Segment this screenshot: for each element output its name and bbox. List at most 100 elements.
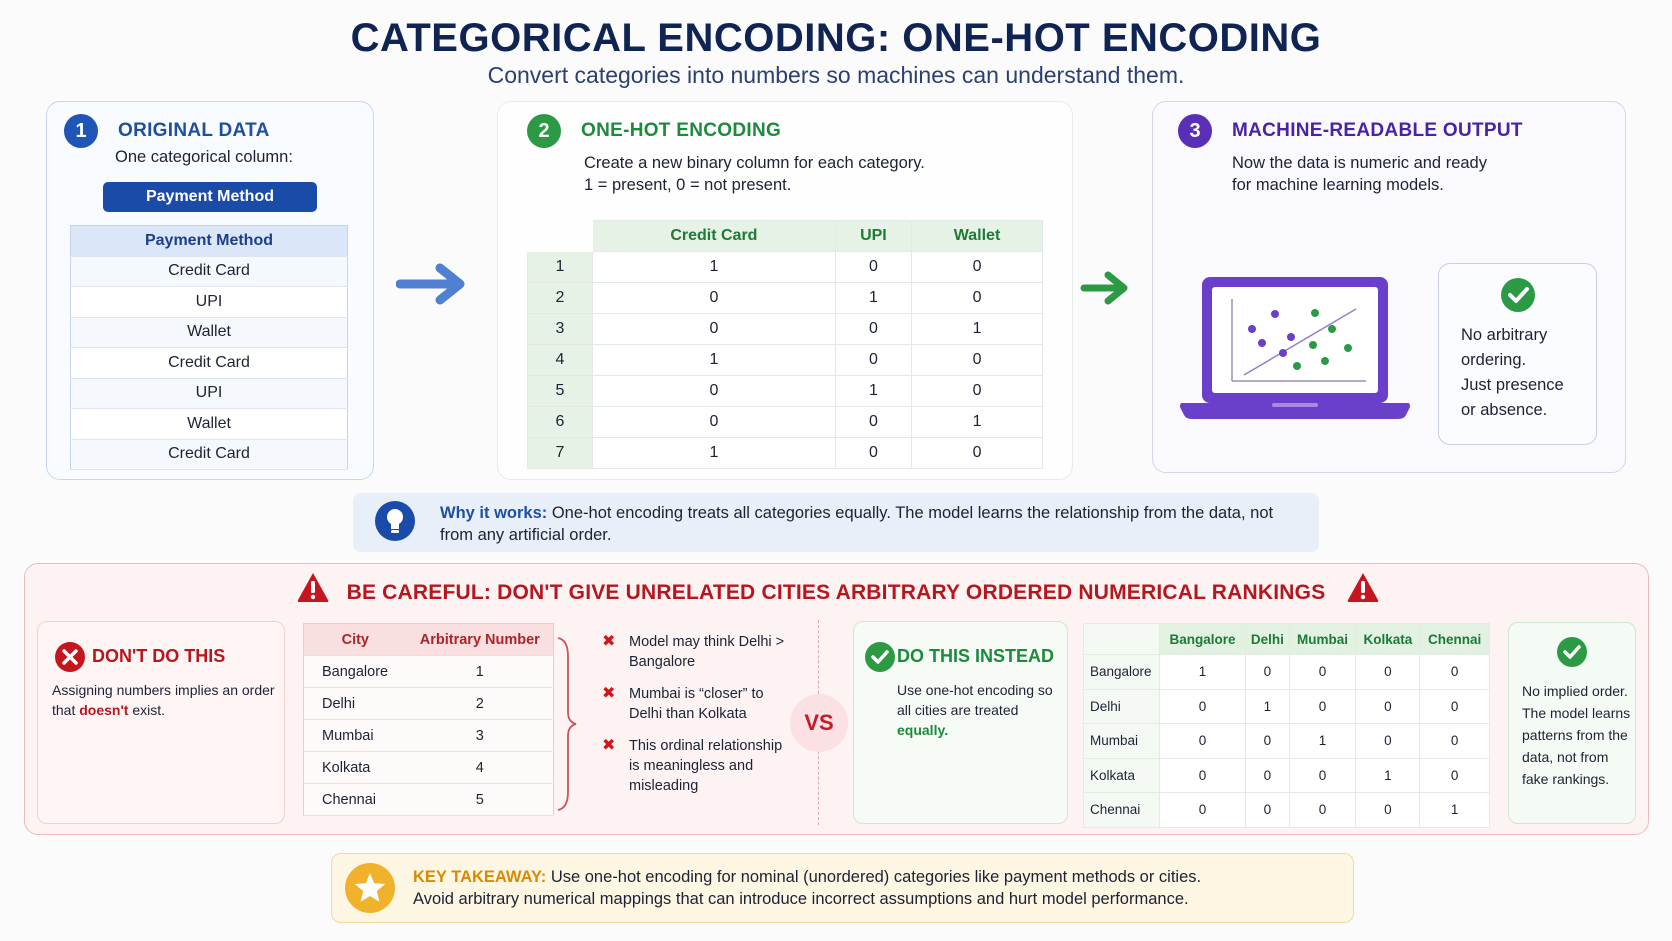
table-row: Wallet (70, 317, 348, 348)
row-index: 7 (527, 437, 593, 469)
encoded-cell: 0 (1355, 792, 1421, 828)
encoded-cell: 0 (592, 282, 836, 314)
city-header: City (303, 623, 407, 656)
column-header: Chennai (1419, 623, 1490, 655)
table-row: Kolkata 0 0 0 1 0 (1083, 757, 1490, 793)
table-row: UPI (70, 378, 348, 409)
row-index: 3 (527, 313, 593, 345)
card-line: or absence. (1461, 401, 1548, 419)
column-header: UPI (834, 220, 913, 252)
encoded-cell: 0 (1288, 757, 1357, 793)
encoded-cell: 1 (592, 344, 836, 376)
check-circle-icon (1501, 278, 1535, 312)
payment-method-badge: Payment Method (103, 182, 317, 212)
dont-text-emphasis: doesn't (79, 702, 129, 718)
payment-method-cell: Credit Card (70, 256, 348, 287)
dont-text-part: Assigning numbers implies an order that (52, 682, 275, 718)
encoded-cell: 0 (834, 344, 913, 376)
step-3-line-1: Now the data is numeric and ready (1232, 154, 1487, 172)
encoded-cell: 1 (1245, 688, 1290, 724)
arrow-right-icon (396, 263, 465, 305)
arbitrary-number-cell: 4 (406, 751, 554, 784)
table-row: Chennai 5 (303, 783, 554, 816)
list-item: ✖ This ordinal relationship is meaningles… (600, 736, 785, 796)
encoded-cell: 1 (1158, 654, 1247, 690)
row-index: 6 (527, 406, 593, 438)
page-title: CATEGORICAL ENCODING: ONE-HOT ENCODING (350, 16, 1322, 60)
payment-method-cell: UPI (70, 378, 348, 409)
encoded-cell: 0 (1245, 723, 1290, 759)
encoded-cell: 0 (1158, 688, 1247, 724)
payment-method-cell: Credit Card (70, 439, 348, 470)
table-row: Credit Card (70, 439, 348, 470)
table-row: Delhi 0 1 0 0 0 (1083, 688, 1490, 724)
encoded-cell: 1 (1419, 792, 1490, 828)
dont-text-part: exist. (128, 702, 166, 718)
row-index: 4 (527, 344, 593, 376)
bullet-text: Model may think Delhi > Bangalore (629, 634, 785, 670)
table-row: Kolkata 4 (303, 751, 554, 784)
card-line: No arbitrary (1461, 326, 1548, 344)
table-row: Mumbai 0 0 1 0 0 (1083, 723, 1490, 759)
payment-method-cell: Credit Card (70, 347, 348, 379)
encoded-cell: 0 (911, 251, 1043, 283)
encoded-cell: 0 (592, 313, 836, 345)
corner-cell (1083, 623, 1160, 655)
encoded-cell: 0 (911, 375, 1043, 407)
why-it-works-text: Why it works: One-hot encoding treats al… (440, 502, 1310, 546)
encoded-cell: 1 (592, 437, 836, 469)
list-item: ✖ Mumbai is “closer” to Delhi than Kolkat… (600, 684, 785, 724)
table-row: Mumbai 3 (303, 719, 554, 752)
page-subtitle: Convert categories into numbers so machi… (487, 62, 1185, 88)
step-1-title: ORIGINAL DATA (118, 120, 270, 141)
city-cell: Kolkata (1083, 757, 1160, 793)
instead-text-part: Use one-hot encoding so all cities are t… (897, 682, 1053, 718)
arbitrary-number-cell: 3 (406, 719, 554, 752)
column-header: Bangalore (1158, 623, 1247, 655)
check-circle-icon (1557, 637, 1587, 667)
check-circle-icon (865, 642, 895, 672)
encoded-cell: 0 (1245, 757, 1290, 793)
encoded-cell: 0 (1355, 654, 1421, 690)
arbitrary-ranking-table: City Arbitrary Number Bangalore 1 Delhi 2 Mu… (303, 623, 554, 816)
warning-icon (297, 573, 329, 602)
corner-cell (528, 221, 593, 252)
row-index: 2 (527, 282, 593, 314)
payment-method-cell: UPI (70, 286, 348, 318)
encoded-cell: 1 (911, 313, 1043, 345)
payment-method-cell: Wallet (70, 408, 348, 440)
column-header: Wallet (911, 220, 1043, 252)
instead-text-emphasis: equally. (897, 722, 949, 738)
dont-do-this-title: DON'T DO THIS (92, 646, 226, 666)
encoded-cell: 0 (834, 406, 913, 438)
step-3-number: 3 (1178, 114, 1212, 148)
step-3-title: MACHINE-READABLE OUTPUT (1232, 120, 1523, 141)
encoded-cell: 0 (1245, 792, 1290, 828)
step-2-line-1: Create a new binary column for each cate… (584, 154, 925, 172)
city-one-hot-table: Bangalore Delhi Mumbai Kolkata Chennai Banga… (1083, 623, 1490, 828)
encoded-cell: 0 (1419, 688, 1490, 724)
encoded-cell: 0 (1158, 723, 1247, 759)
step-1-description: One categorical column: (115, 148, 293, 166)
table-header: Payment Method (70, 225, 348, 257)
payment-method-cell: Wallet (70, 317, 348, 348)
why-body: One-hot encoding treats all categories e… (440, 504, 1274, 544)
star-icon (345, 863, 395, 913)
column-header: Delhi (1245, 623, 1290, 655)
column-header: Credit Card (592, 220, 836, 252)
encoded-cell: 1 (834, 375, 913, 407)
encoded-cell: 1 (592, 251, 836, 283)
city-cell: Bangalore (1083, 654, 1160, 690)
card-line: ordering. (1461, 351, 1527, 369)
x-mark-icon: ✖ (602, 633, 616, 650)
encoded-cell: 0 (1419, 723, 1490, 759)
list-item: ✖ Model may think Delhi > Bangalore (600, 632, 785, 672)
key-takeaway-text: KEY TAKEAWAY: Use one-hot encoding for n… (413, 866, 1343, 910)
vs-badge: VS (790, 694, 848, 752)
takeaway-label: KEY TAKEAWAY: (413, 868, 547, 886)
step-1-number: 1 (64, 114, 98, 148)
